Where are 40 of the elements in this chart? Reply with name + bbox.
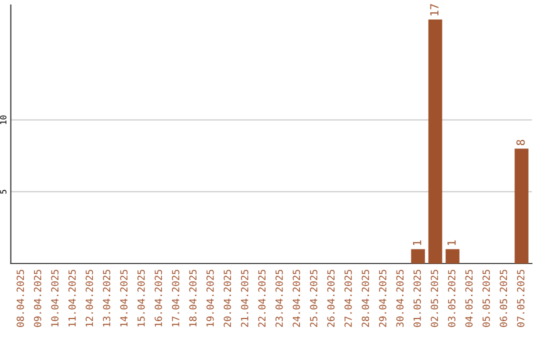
x-tick-label: 05.05.2025 [482,270,490,327]
x-tick-label: 15.04.2025 [137,270,145,326]
x-tick-label: 10.04.2025 [51,270,59,326]
data-label: 1 [448,240,456,246]
data-label: 17 [430,4,438,16]
y-tick-label: 10 [0,115,6,124]
x-tick-label: 25.04.2025 [310,270,318,327]
y-tick-label: 5 [0,190,6,194]
x-tick-label: 07.05.2025 [517,270,524,327]
x-tick-label: 27.04.2025 [344,270,352,327]
x-tick-label: 29.04.2025 [379,270,386,327]
x-tick-label: 14.04.2025 [120,270,128,326]
data-label: 1 [413,240,422,246]
x-tick-label: 21.04.2025 [240,270,248,327]
x-tick-label: 18.04.2025 [189,270,197,326]
x-tick-label: 26.04.2025 [327,270,335,327]
x-tick-label: 04.05.2025 [465,270,473,327]
x-tick-label: 16.04.2025 [154,270,162,326]
x-tick-label: 12.04.2025 [86,270,94,326]
x-tick-label: 23.04.2025 [275,270,283,327]
bar [514,148,528,264]
x-tick-label: 20.04.2025 [224,270,232,327]
x-tick-label: 02.05.2025 [430,270,438,327]
x-tick-label: 17.04.2025 [172,270,180,326]
bar [446,249,460,264]
x-tick-label: 09.04.2025 [34,270,42,327]
x-tick-label: 30.04.2025 [396,270,404,327]
bar [411,249,425,264]
bar [428,19,442,264]
x-tick-label: 01.05.2025 [414,270,421,327]
x-tick-label: 28.04.2025 [362,270,370,327]
x-tick-label: 13.04.2025 [102,270,110,326]
x-tick-label: 03.05.2025 [448,270,456,327]
x-tick-label: 19.04.2025 [206,270,214,326]
x-tick-label: 11.04.2025 [68,270,76,326]
x-tick-label: 24.04.2025 [292,270,300,327]
x-tick-label: 08.04.2025 [16,270,24,327]
x-tick-label: 22.04.2025 [258,270,266,327]
data-label: 8 [516,140,525,146]
x-tick-label: 06.05.2025 [500,270,508,327]
